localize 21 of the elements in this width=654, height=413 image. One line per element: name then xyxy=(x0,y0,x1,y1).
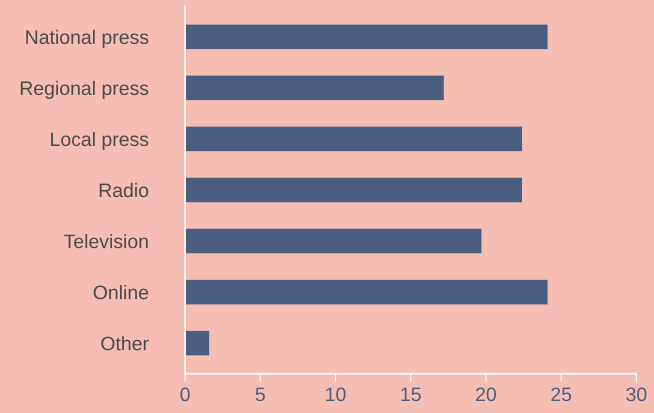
bar xyxy=(185,228,482,254)
bar xyxy=(185,178,522,202)
bar xyxy=(185,24,548,50)
y-tick-label: Online xyxy=(94,285,148,300)
x-tick-label: 15 xyxy=(401,388,421,402)
y-tick-label: Television xyxy=(64,234,148,248)
x-tick-label: 20 xyxy=(476,387,496,402)
x-tick-label: 30 xyxy=(626,387,646,402)
x-tick-label: 0 xyxy=(180,387,190,402)
bar xyxy=(185,330,210,356)
bar xyxy=(185,126,522,152)
x-tick-label: 5 xyxy=(256,388,265,402)
y-tick-label: National press xyxy=(26,30,148,48)
y-tick-label: Other xyxy=(101,336,149,350)
bar xyxy=(185,280,548,304)
y-tick-label: Local press xyxy=(51,132,148,150)
y-tick-label: Regional press xyxy=(20,80,148,99)
x-tick-label: 10 xyxy=(326,387,346,402)
bar xyxy=(185,76,444,100)
x-tick-label: 25 xyxy=(551,387,572,402)
y-tick-label: Radio xyxy=(100,182,148,198)
